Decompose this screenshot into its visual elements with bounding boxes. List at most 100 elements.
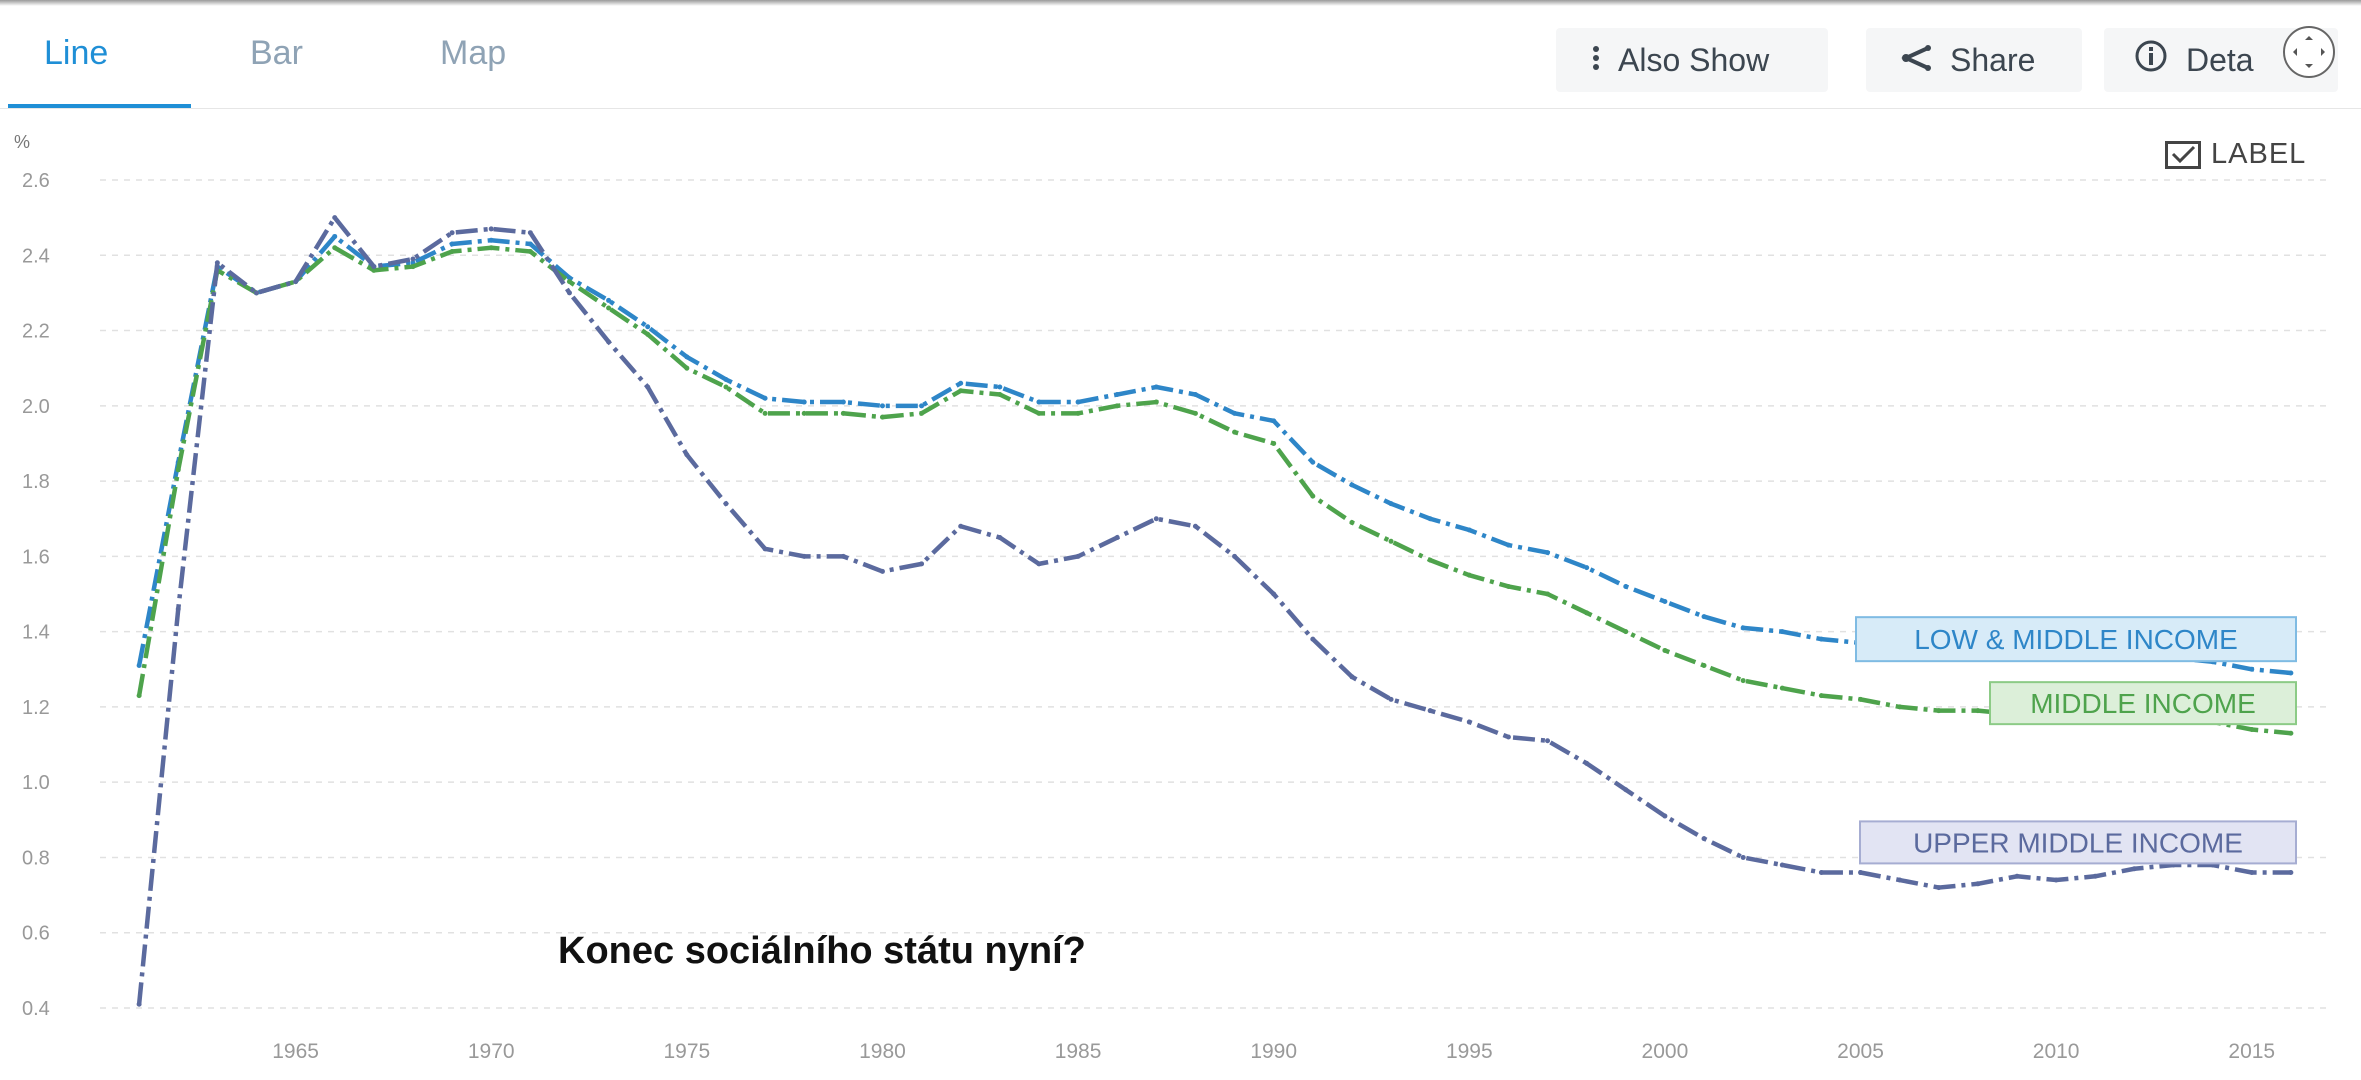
series-label-box: [1989, 681, 2297, 726]
data-point: [1740, 625, 1746, 631]
data-point: [997, 392, 1003, 398]
data-point: [684, 365, 690, 371]
data-point: [1936, 885, 1942, 891]
data-point: [1271, 418, 1277, 424]
data-point: [1036, 399, 1042, 405]
data-point: [449, 241, 455, 247]
data-point: [723, 384, 729, 390]
x-tick-label: 1965: [272, 1040, 319, 1063]
data-point: [175, 606, 181, 612]
data-point: [1818, 693, 1824, 699]
data-point: [997, 384, 1003, 390]
data-point: [606, 305, 612, 311]
share-label: Share: [1950, 41, 2036, 78]
data-point: [488, 237, 494, 243]
expand-icon[interactable]: [2283, 26, 2335, 78]
data-point: [840, 410, 846, 416]
data-point: [606, 297, 612, 303]
data-point: [1584, 760, 1590, 766]
x-tick-label: 2000: [1642, 1040, 1689, 1063]
data-point: [2131, 866, 2137, 872]
data-point: [1310, 636, 1316, 642]
x-tick-label: 1990: [1250, 1040, 1297, 1063]
data-point: [1623, 583, 1629, 589]
tab-bar[interactable]: Bar: [250, 34, 303, 72]
data-point: [723, 376, 729, 382]
series-label: LOW & MIDDLE INCOME: [1914, 624, 2238, 655]
y-tick-label: 2.0: [22, 396, 50, 418]
data-point: [2288, 670, 2294, 676]
data-point: [410, 264, 416, 270]
y-tick-label: 0.6: [22, 923, 50, 945]
x-tick-label: 1980: [859, 1040, 906, 1063]
data-point: [645, 331, 651, 337]
data-point: [527, 230, 533, 236]
data-point: [1427, 516, 1433, 522]
data-point: [332, 215, 338, 221]
info-icon: [2134, 39, 2168, 81]
data-point: [645, 384, 651, 390]
y-tick-label: 1.0: [22, 772, 50, 794]
data-point: [801, 410, 807, 416]
data-point: [1153, 384, 1159, 390]
data-point: [253, 290, 259, 296]
y-tick-label: 0.4: [22, 998, 50, 1020]
share-button[interactable]: Share: [1866, 28, 2082, 92]
y-tick-label: 1.2: [22, 697, 50, 719]
data-point: [1349, 519, 1355, 525]
data-point: [566, 275, 572, 281]
data-point: [527, 241, 533, 247]
data-point: [1232, 429, 1238, 435]
data-point: [1349, 482, 1355, 488]
data-point: [1075, 410, 1081, 416]
data-point: [2288, 730, 2294, 736]
data-point: [1779, 629, 1785, 635]
data-point: [1740, 854, 1746, 860]
active-tab-indicator: [8, 104, 191, 108]
vertical-dots-icon: [1592, 42, 1600, 79]
y-tick-label: 2.6: [22, 170, 50, 192]
share-icon: [1900, 42, 1932, 79]
data-point: [1192, 392, 1198, 398]
data-point: [723, 501, 729, 507]
data-point: [958, 523, 964, 529]
data-point: [840, 399, 846, 405]
data-point: [1114, 535, 1120, 541]
y-tick-label: 1.6: [22, 546, 50, 568]
x-tick-label: 2010: [2033, 1040, 2080, 1063]
data-point: [2053, 877, 2059, 883]
data-point: [997, 535, 1003, 541]
series-label: MIDDLE INCOME: [2030, 688, 2256, 719]
x-tick-label: 1970: [468, 1040, 515, 1063]
data-point: [1271, 591, 1277, 597]
data-point: [1036, 561, 1042, 567]
data-point: [1662, 599, 1668, 605]
tab-map[interactable]: Map: [440, 34, 507, 72]
data-point: [1114, 392, 1120, 398]
data-point: [879, 414, 885, 420]
data-point: [332, 245, 338, 251]
data-point: [1232, 553, 1238, 559]
label-toggle-text: LABEL: [2211, 138, 2307, 170]
data-point: [1818, 636, 1824, 642]
data-point: [1153, 516, 1159, 522]
data-point: [2249, 870, 2255, 876]
data-point: [762, 395, 768, 401]
series-label: UPPER MIDDLE INCOME: [1913, 827, 2243, 858]
data-point: [1388, 538, 1394, 544]
also-show-button[interactable]: Also Show: [1556, 28, 1828, 92]
data-point: [801, 553, 807, 559]
data-point: [879, 568, 885, 574]
data-point: [371, 264, 377, 270]
data-point: [1623, 787, 1629, 793]
series-line: [136, 245, 2292, 736]
x-tick-label: 1975: [663, 1040, 710, 1063]
data-point: [1388, 501, 1394, 507]
data-point: [136, 693, 142, 699]
data-point: [1897, 704, 1903, 710]
data-point: [1036, 410, 1042, 416]
data-point: [1662, 813, 1668, 819]
label-toggle[interactable]: LABEL: [2165, 138, 2306, 171]
tab-line[interactable]: Line: [44, 34, 109, 72]
data-point: [1623, 629, 1629, 635]
